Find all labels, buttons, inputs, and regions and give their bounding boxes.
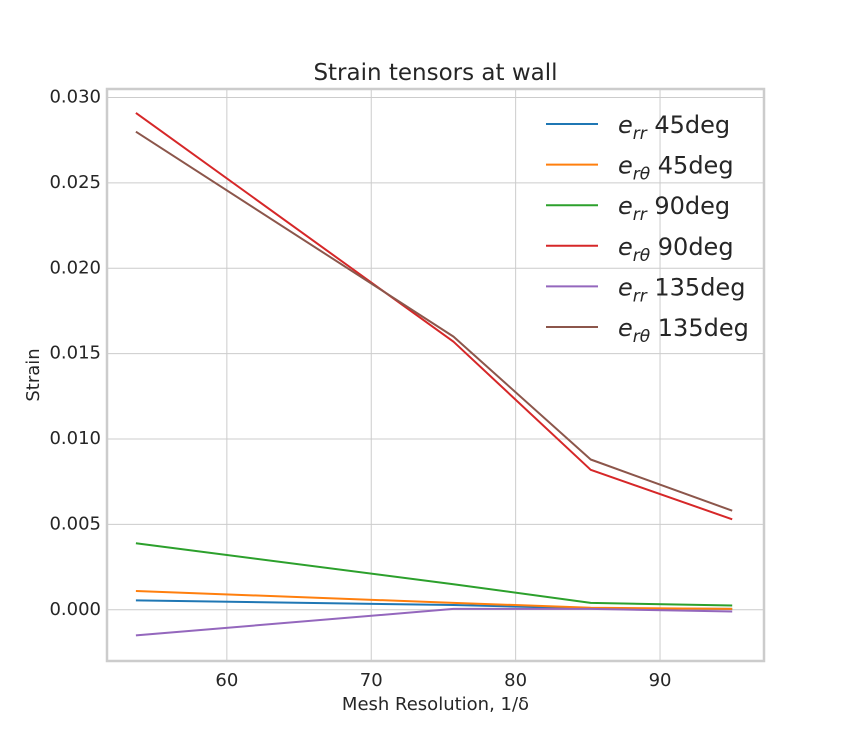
legend-entry: erθ 90deg — [618, 233, 734, 266]
legend-subscript: rr — [633, 205, 648, 225]
legend-entry: err 135deg — [618, 273, 745, 306]
y-axis-label: Strain — [23, 348, 44, 401]
legend-subscript: rθ — [633, 165, 651, 185]
y-tick-labels: 0.000 0.005 0.010 0.015 0.020 0.025 0.030 — [49, 87, 101, 620]
y-tick-label: 0.000 — [49, 599, 101, 620]
legend-symbol: e — [618, 233, 633, 261]
series-line-2 — [135, 542, 733, 607]
plot-frame — [105, 87, 766, 663]
legend-symbol: e — [618, 111, 633, 139]
series-line-3 — [135, 112, 733, 521]
legend-suffix: 45deg — [647, 111, 730, 139]
x-tick-label: 70 — [360, 670, 383, 691]
y-tick-label: 0.030 — [49, 87, 101, 108]
series-line-1 — [135, 590, 733, 610]
legend-entry: err 45deg — [618, 111, 730, 144]
legend-subscript: rθ — [633, 246, 651, 266]
y-tick-label: 0.025 — [49, 172, 101, 193]
y-tick-label: 0.020 — [49, 257, 101, 278]
legend-symbol: e — [618, 314, 633, 342]
legend-suffix: 45deg — [650, 152, 733, 180]
series-lines — [135, 112, 733, 637]
legend-subscript: rr — [633, 286, 648, 306]
x-tick-labels: 60 70 80 90 — [215, 670, 671, 691]
x-tick-label: 90 — [649, 670, 672, 691]
y-tick-label: 0.010 — [49, 428, 101, 449]
legend-subscript: rr — [633, 124, 648, 144]
legend-entry: err 90deg — [618, 192, 730, 225]
x-axis-label: Mesh Resolution, 1/δ — [342, 694, 529, 715]
legend-suffix: 90deg — [650, 233, 733, 261]
legend-symbol: e — [618, 152, 633, 180]
legend-entry: erθ 135deg — [618, 314, 749, 347]
legend-suffix: 135deg — [647, 273, 746, 301]
legend-suffix: 90deg — [647, 192, 730, 220]
y-tick-label: 0.015 — [49, 343, 101, 364]
legend-suffix: 135deg — [650, 314, 749, 342]
x-tick-label: 60 — [215, 670, 238, 691]
y-tick-label: 0.005 — [49, 513, 101, 534]
legend-entry: erθ 45deg — [618, 152, 734, 185]
chart-title: Strain tensors at wall — [313, 60, 557, 86]
legend-symbol: e — [618, 273, 633, 301]
legend-subscript: rθ — [633, 327, 651, 347]
legend-symbol: e — [618, 192, 633, 220]
series-line-5 — [135, 130, 733, 512]
series-line-4 — [135, 607, 733, 637]
grid — [107, 89, 764, 661]
x-tick-label: 80 — [504, 670, 527, 691]
